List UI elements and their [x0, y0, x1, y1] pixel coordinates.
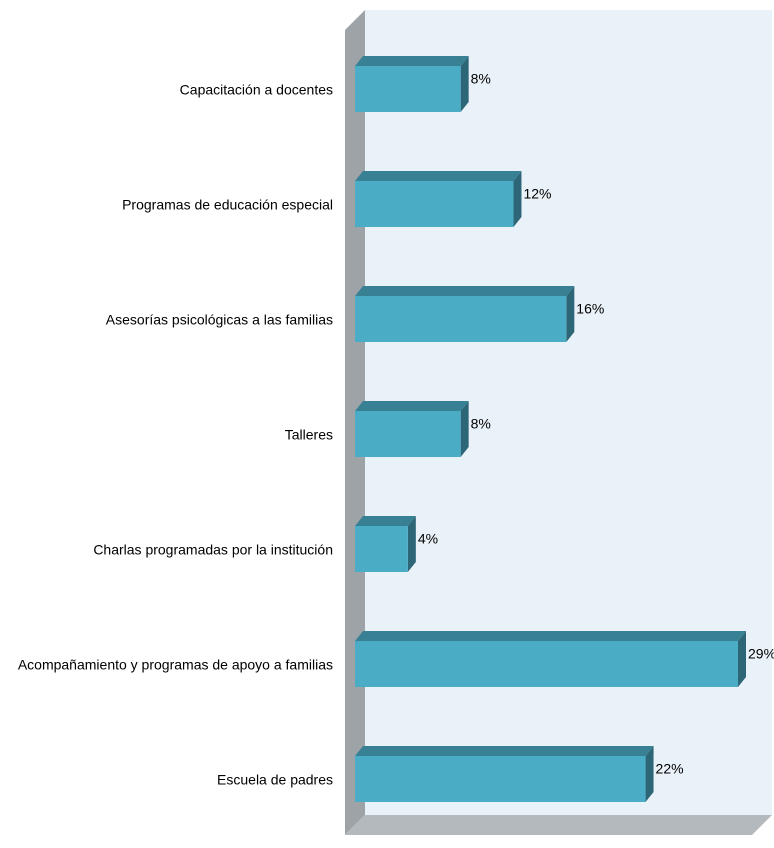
floor — [345, 815, 772, 835]
bar-end — [460, 56, 469, 112]
bar-end — [513, 171, 522, 227]
bar-top — [355, 286, 575, 296]
bar — [355, 516, 416, 572]
value-label: 8% — [471, 416, 491, 432]
category-label: Charlas programadas por la institución — [93, 542, 333, 558]
value-label: 16% — [576, 301, 604, 317]
bar-end — [645, 746, 654, 802]
bar-end — [407, 516, 416, 572]
bar — [355, 56, 469, 112]
bar-top — [355, 516, 416, 526]
bar-end — [566, 286, 575, 342]
bar-end — [460, 401, 469, 457]
bar — [355, 746, 654, 802]
category-label: Escuela de padres — [217, 772, 333, 788]
bar-front — [355, 756, 646, 802]
bar-top — [355, 401, 469, 411]
bar — [355, 171, 522, 227]
bar-end — [738, 631, 746, 687]
bar-front — [355, 66, 461, 112]
value-label: 8% — [471, 71, 491, 87]
bar-front — [355, 296, 567, 342]
value-label: 12% — [523, 186, 551, 202]
category-label: Capacitación a docentes — [180, 82, 333, 98]
bar-top — [355, 171, 522, 181]
bar-top — [355, 56, 469, 66]
value-label: 22% — [656, 761, 684, 777]
bar-top — [355, 746, 654, 756]
bar — [355, 631, 746, 687]
bar-top — [355, 631, 746, 641]
bar — [355, 401, 469, 457]
bar-front — [355, 641, 738, 687]
category-label: Talleres — [285, 427, 333, 443]
bar — [355, 286, 575, 342]
bar-front — [355, 411, 461, 457]
category-label: Asesorías psicológicas a las familias — [106, 312, 333, 328]
category-label: Programas de educación especial — [122, 197, 333, 213]
bar-front — [355, 526, 408, 572]
value-label: 29% — [748, 646, 774, 662]
value-label: 4% — [418, 531, 438, 547]
bar-front — [355, 181, 514, 227]
category-label: Acompañamiento y programas de apoyo a fa… — [18, 657, 333, 673]
